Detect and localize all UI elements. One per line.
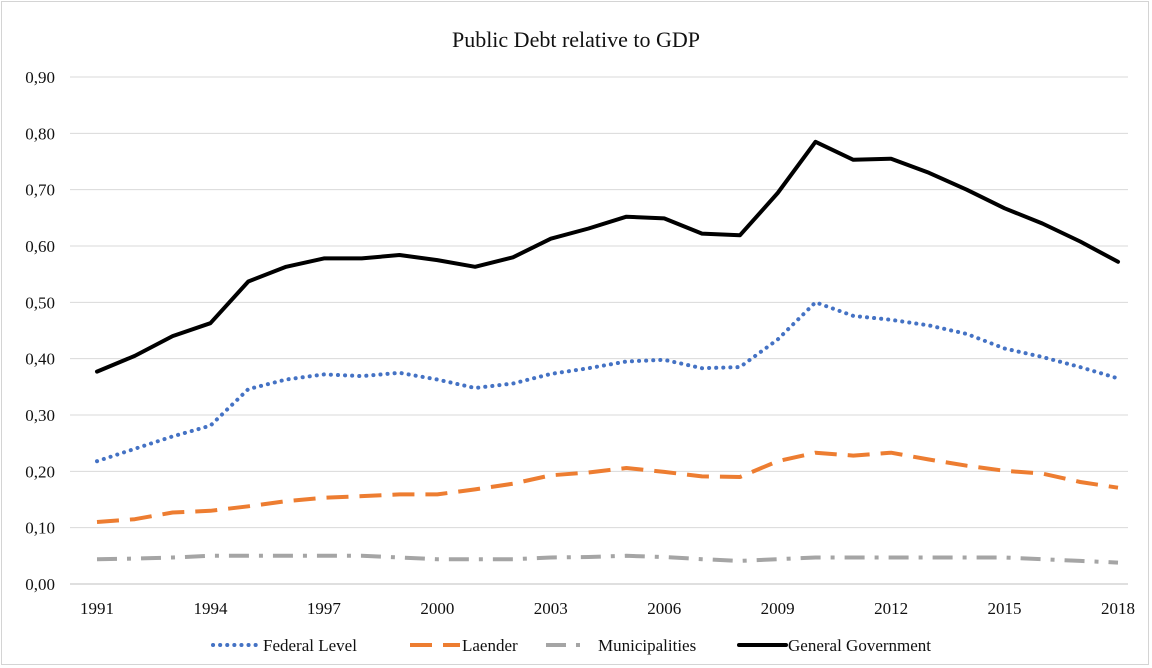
y-tick-label: 0,70 [25, 181, 55, 200]
gridlines [70, 76, 1128, 585]
x-tick-label: 1994 [193, 599, 228, 618]
y-tick-label: 0,90 [25, 68, 55, 87]
legend-label: Federal Level [263, 636, 357, 655]
series-line-municipalities [96, 553, 1119, 565]
chart-title: Public Debt relative to GDP [452, 27, 700, 52]
y-tick-label: 0,40 [25, 350, 55, 369]
x-tick-label: 1997 [307, 599, 342, 618]
y-axis-tick-labels: 0,00 0,10 0,20 0,30 0,40 0,50 0,60 0,70 0,80 0,90 [25, 68, 55, 594]
x-axis-tick-labels: 1991 1994 1997 2000 2003 2006 2009 2012 2015 2018 [80, 599, 1135, 618]
x-tick-label: 1991 [80, 599, 114, 618]
y-tick-label: 0,00 [25, 575, 55, 594]
y-tick-label: 0,30 [25, 406, 55, 425]
y-tick-label: 0,50 [25, 293, 55, 312]
series-line-general-government [95, 139, 1120, 374]
x-tick-label: 2018 [1101, 599, 1135, 618]
x-tick-label: 2015 [988, 599, 1022, 618]
legend-label: Laender [462, 636, 518, 655]
y-tick-label: 0,10 [25, 519, 55, 538]
y-tick-label: 0,20 [25, 462, 55, 481]
x-tick-label: 2000 [420, 599, 454, 618]
x-tick-label: 2009 [761, 599, 795, 618]
y-tick-label: 0,80 [25, 124, 55, 143]
series-line-federal-level [95, 300, 1120, 464]
y-tick-label: 0,60 [25, 237, 55, 256]
x-tick-label: 2006 [647, 599, 681, 618]
legend-label: General Government [788, 636, 931, 655]
legend: Federal Level Laender Municipalities Genera… [211, 636, 931, 655]
series-lines [95, 139, 1120, 565]
series-line-laender [96, 450, 1119, 524]
x-tick-label: 2012 [874, 599, 908, 618]
x-tick-label: 2003 [534, 599, 568, 618]
legend-label: Municipalities [598, 636, 696, 655]
